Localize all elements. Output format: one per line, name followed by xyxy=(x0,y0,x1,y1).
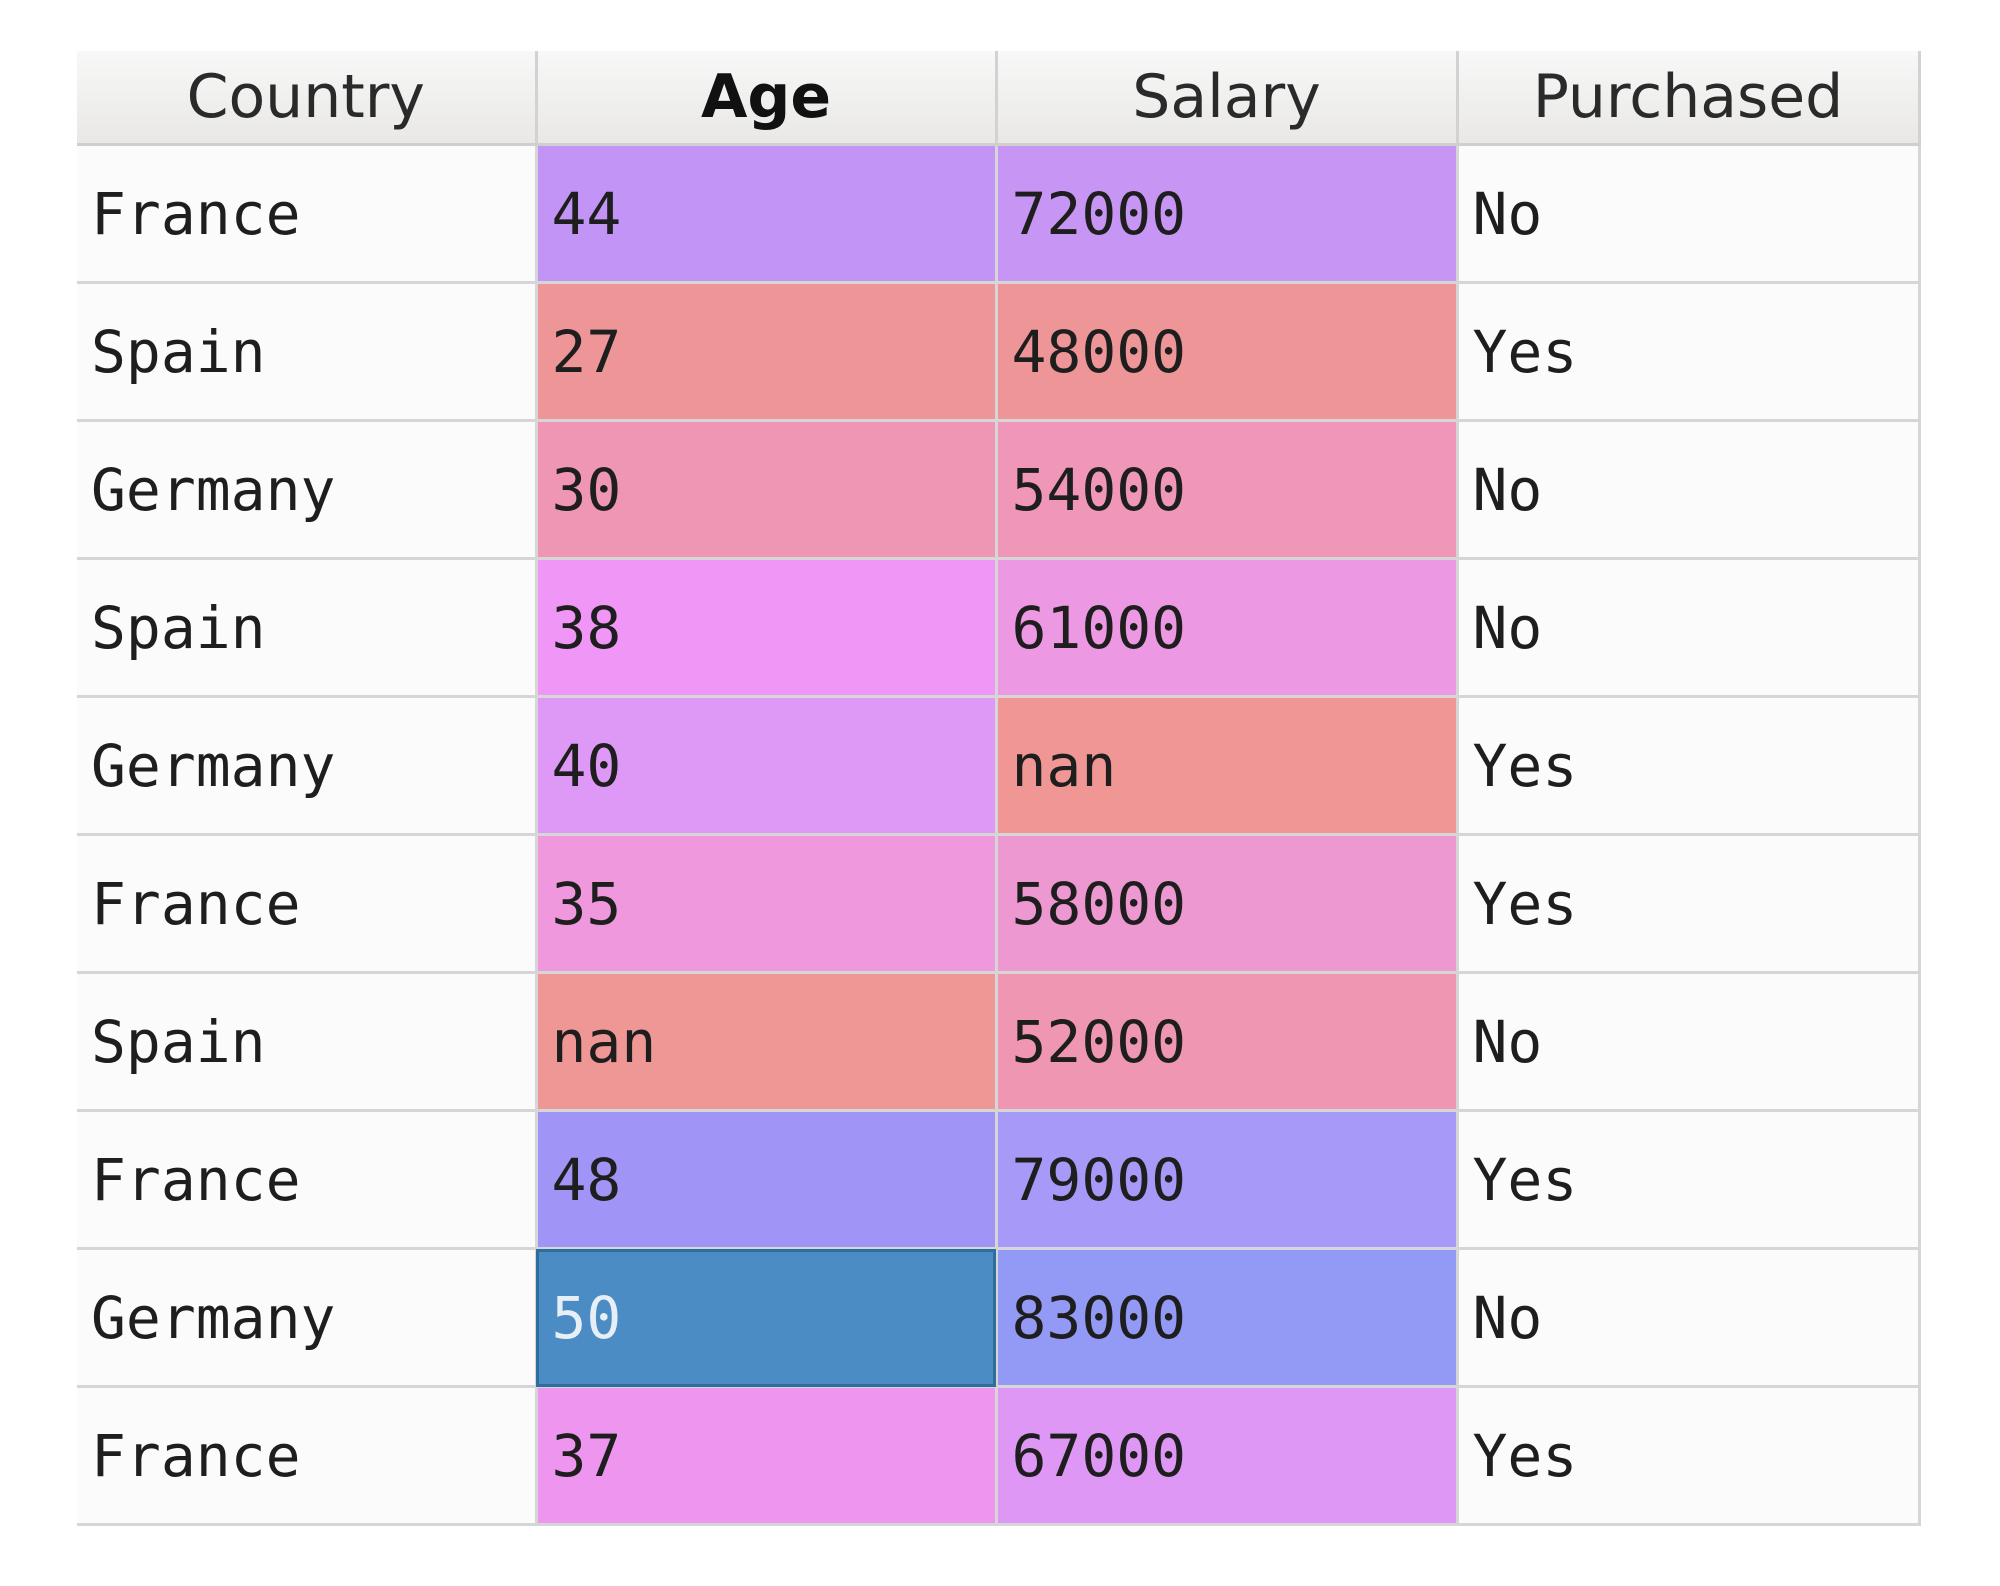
salary-cell[interactable]: 52000 xyxy=(996,972,1459,1112)
country-cell[interactable]: Spain xyxy=(77,558,538,698)
country-cell[interactable]: France xyxy=(77,1386,538,1526)
purchased-cell[interactable]: No xyxy=(1457,972,1921,1112)
table-row: Spain nan 52000 No xyxy=(77,972,1921,1112)
column-header-purchased[interactable]: Purchased xyxy=(1457,51,1921,146)
table-row: Spain 38 61000 No xyxy=(77,558,1921,698)
purchased-cell[interactable]: No xyxy=(1457,558,1921,698)
table-row: Germany 50 83000 No xyxy=(77,1248,1921,1388)
purchased-cell[interactable]: Yes xyxy=(1457,696,1921,836)
column-header-salary[interactable]: Salary xyxy=(996,51,1459,146)
age-cell[interactable]: 35 xyxy=(536,834,998,974)
table-row: France 44 72000 No xyxy=(77,144,1921,284)
country-cell[interactable]: Spain xyxy=(77,282,538,422)
age-cell[interactable]: 44 xyxy=(536,144,998,284)
salary-cell[interactable]: 61000 xyxy=(996,558,1459,698)
age-cell[interactable]: 27 xyxy=(536,282,998,422)
country-cell[interactable]: France xyxy=(77,834,538,974)
country-cell[interactable]: Germany xyxy=(77,696,538,836)
salary-cell[interactable]: 58000 xyxy=(996,834,1459,974)
salary-cell[interactable]: 79000 xyxy=(996,1110,1459,1250)
header-row: Country Age Salary Purchased xyxy=(77,51,1921,146)
purchased-cell[interactable]: No xyxy=(1457,1248,1921,1388)
age-cell[interactable]: 38 xyxy=(536,558,998,698)
table-row: France 48 79000 Yes xyxy=(77,1110,1921,1250)
table-row: Spain 27 48000 Yes xyxy=(77,282,1921,422)
table-row: Germany 40 nan Yes xyxy=(77,696,1921,836)
salary-cell[interactable]: 83000 xyxy=(996,1248,1459,1388)
dataframe-table: Country Age Salary Purchased France 44 72000 N… xyxy=(77,51,1921,1526)
age-cell[interactable]: 30 xyxy=(536,420,998,560)
table-row: France 35 58000 Yes xyxy=(77,834,1921,974)
salary-cell[interactable]: nan xyxy=(996,696,1459,836)
age-cell[interactable]: 37 xyxy=(536,1386,998,1526)
country-cell[interactable]: France xyxy=(77,1110,538,1250)
salary-cell[interactable]: 54000 xyxy=(996,420,1459,560)
purchased-cell[interactable]: Yes xyxy=(1457,1386,1921,1526)
age-cell[interactable]: 40 xyxy=(536,696,998,836)
table-row: France 37 67000 Yes xyxy=(77,1386,1921,1526)
purchased-cell[interactable]: No xyxy=(1457,420,1921,560)
purchased-cell[interactable]: No xyxy=(1457,144,1921,284)
country-cell[interactable]: Spain xyxy=(77,972,538,1112)
column-header-country[interactable]: Country xyxy=(77,51,538,146)
age-cell[interactable]: 50 xyxy=(536,1248,998,1388)
salary-cell[interactable]: 67000 xyxy=(996,1386,1459,1526)
purchased-cell[interactable]: Yes xyxy=(1457,282,1921,422)
age-cell[interactable]: 48 xyxy=(536,1110,998,1250)
salary-cell[interactable]: 48000 xyxy=(996,282,1459,422)
country-cell[interactable]: France xyxy=(77,144,538,284)
column-header-age[interactable]: Age xyxy=(536,51,998,146)
age-cell[interactable]: nan xyxy=(536,972,998,1112)
purchased-cell[interactable]: Yes xyxy=(1457,834,1921,974)
country-cell[interactable]: Germany xyxy=(77,420,538,560)
table-row: Germany 30 54000 No xyxy=(77,420,1921,560)
country-cell[interactable]: Germany xyxy=(77,1248,538,1388)
purchased-cell[interactable]: Yes xyxy=(1457,1110,1921,1250)
salary-cell[interactable]: 72000 xyxy=(996,144,1459,284)
